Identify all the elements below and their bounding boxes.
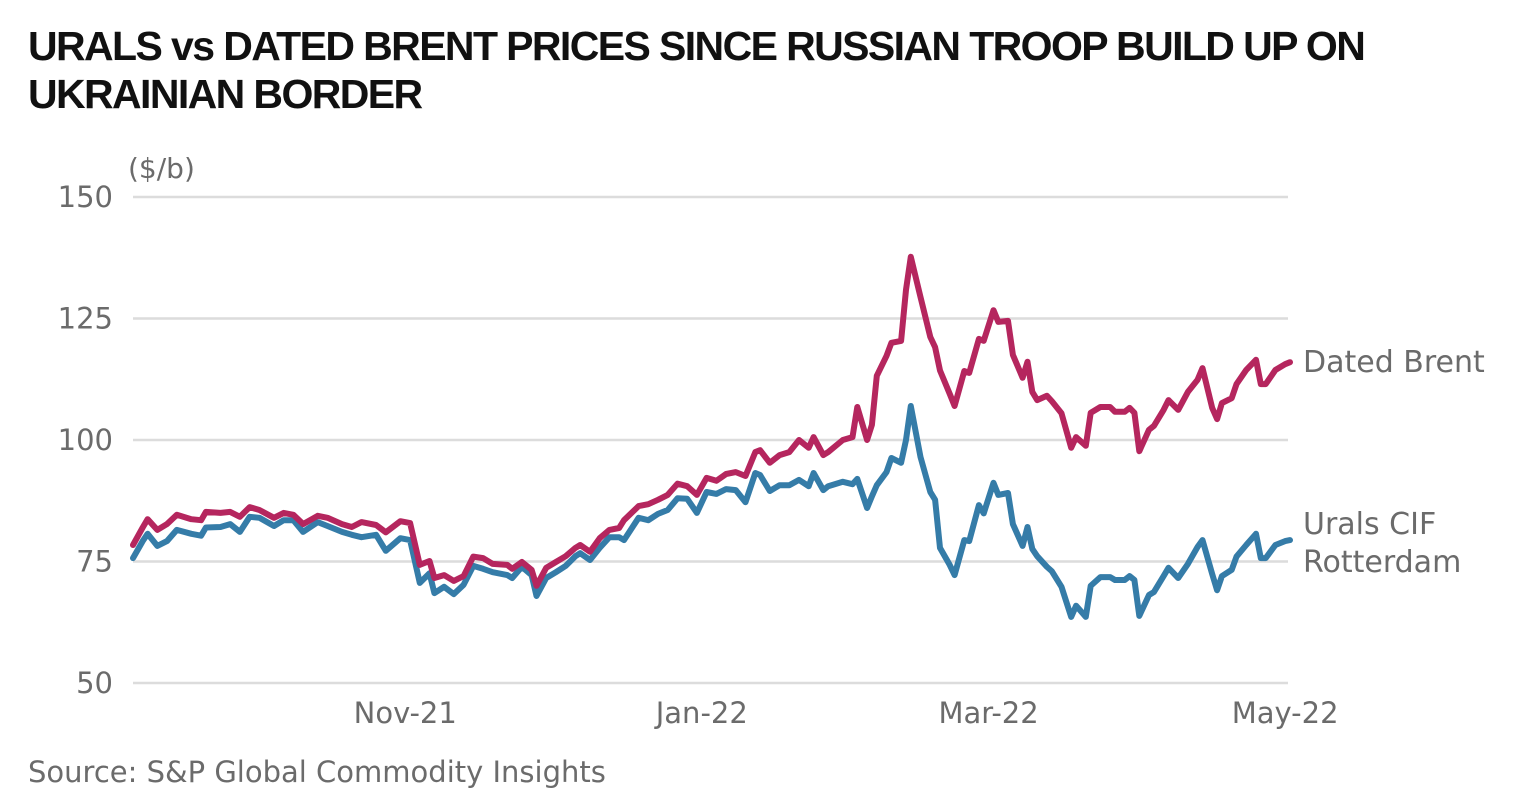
series-lines — [130, 253, 1293, 620]
gridlines — [133, 195, 1288, 685]
y-tick-label: 100 — [58, 423, 113, 457]
series-label-urals-line2: Rotterdam — [1303, 545, 1461, 580]
series-label-urals-line1: Urals CIF — [1303, 507, 1436, 542]
series-line — [130, 403, 1293, 620]
series-line — [130, 253, 1293, 589]
x-tick-label: Mar-22 — [938, 696, 1038, 730]
x-tick-label: Jan-22 — [654, 696, 748, 730]
series-label-dated-brent: Dated Brent — [1303, 345, 1485, 380]
y-tick-label: 125 — [58, 302, 113, 336]
series-urals-cif-rotterdam — [130, 403, 1293, 620]
series-dated-brent — [130, 253, 1293, 589]
y-tick-label: 150 — [58, 180, 113, 214]
x-axis-ticks: Nov-21 Jan-22 Mar-22 May-22 — [354, 696, 1339, 730]
y-axis-ticks: 150 125 100 75 50 — [58, 180, 113, 700]
x-tick-label: Nov-21 — [354, 696, 457, 730]
x-tick-label: May-22 — [1232, 696, 1339, 730]
y-tick-label: 50 — [76, 666, 113, 700]
source-note: Source: S&P Global Commodity Insights — [28, 755, 606, 789]
y-axis-unit-label: ($/b) — [128, 152, 195, 185]
chart-title: URALS vs DATED BRENT PRICES SINCE RUSSIA… — [28, 23, 1366, 117]
y-tick-label: 75 — [76, 545, 113, 579]
